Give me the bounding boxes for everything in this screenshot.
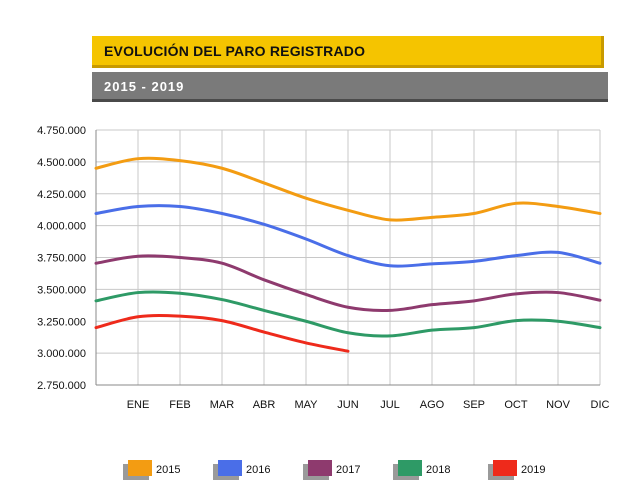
series-line-2017 [94, 254, 602, 313]
x-tick-label: ABR [253, 399, 276, 411]
legend-label: 2016 [246, 464, 270, 476]
x-tick-label: DIC [591, 399, 610, 411]
x-tick-label: MAY [294, 399, 318, 411]
chart-subtitle: 2015 - 2019 [104, 79, 185, 94]
x-tick-label: JUL [380, 399, 400, 411]
legend-swatch-2015 [128, 460, 152, 476]
y-tick-label: 4.250.000 [37, 189, 86, 201]
legend-label: 2017 [336, 464, 360, 476]
series-line-2019 [94, 314, 350, 353]
x-tick-label: ENE [127, 399, 150, 411]
x-tick-label: MAR [210, 399, 235, 411]
y-tick-label: 3.500.000 [37, 284, 86, 296]
legend-label: 2015 [156, 464, 180, 476]
x-tick-label: OCT [504, 399, 528, 411]
y-tick-label: 3.000.000 [37, 348, 86, 360]
chart-subtitle-banner: 2015 - 2019 [92, 72, 608, 102]
x-tick-label: JUN [337, 399, 358, 411]
chart-title: EVOLUCIÓN DEL PARO REGISTRADO [104, 43, 366, 59]
series-line-2018 [94, 290, 602, 338]
legend-swatch-2017 [308, 460, 332, 476]
legend-swatch-2016 [218, 460, 242, 476]
legend-label: 2018 [426, 464, 450, 476]
series-line-2016 [94, 204, 602, 268]
legend-swatch-2019 [493, 460, 517, 476]
legend-label: 2019 [521, 464, 545, 476]
series-line-2015 [94, 156, 602, 222]
x-tick-label: FEB [169, 399, 190, 411]
y-tick-label: 3.250.000 [37, 316, 86, 328]
x-tick-label: SEP [463, 399, 485, 411]
chart-title-banner: EVOLUCIÓN DEL PARO REGISTRADO [92, 36, 604, 68]
x-tick-label: AGO [420, 399, 445, 411]
x-tick-label: NOV [546, 399, 571, 411]
y-tick-label: 4.000.000 [37, 221, 86, 233]
y-tick-label: 4.500.000 [37, 157, 86, 169]
y-tick-label: 2.750.000 [37, 380, 86, 392]
y-tick-label: 4.750.000 [37, 125, 86, 137]
y-tick-label: 3.750.000 [37, 253, 86, 265]
legend-swatch-2018 [398, 460, 422, 476]
